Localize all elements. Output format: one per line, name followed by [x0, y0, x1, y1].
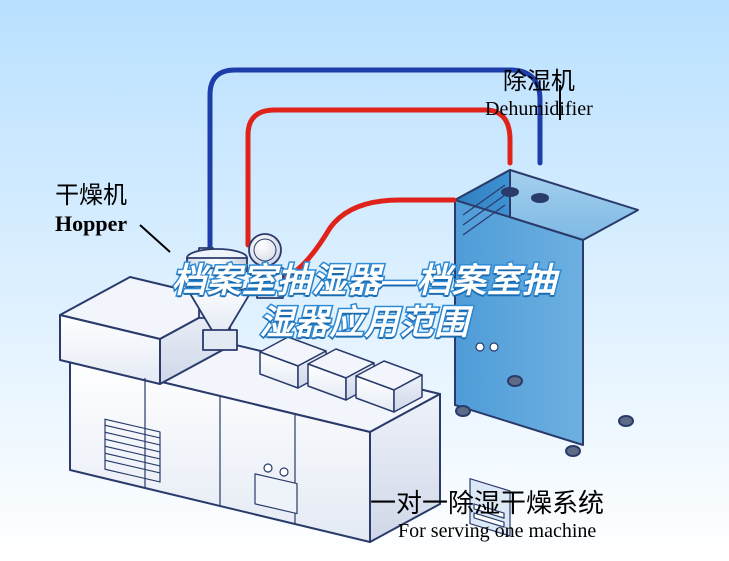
label-dehumidifier-en: Dehumidifier: [485, 97, 593, 121]
label-dehumidifier-cn: 除湿机: [485, 68, 593, 97]
label-hopper-en: Hopper: [55, 211, 127, 237]
label-system-en: For serving one machine: [370, 520, 604, 543]
label-system-cn: 一对一除湿干燥系统: [370, 483, 604, 520]
label-dehumidifier: 除湿机 Dehumidifier: [485, 68, 593, 121]
label-hopper: 干燥机 Hopper: [55, 182, 127, 237]
background: [0, 0, 729, 561]
label-system: 一对一除湿干燥系统 For serving one machine: [370, 483, 604, 543]
label-hopper-cn: 干燥机: [55, 182, 127, 211]
diagram-canvas: { "canvas": { "width": 729, "height": 56…: [0, 0, 729, 561]
